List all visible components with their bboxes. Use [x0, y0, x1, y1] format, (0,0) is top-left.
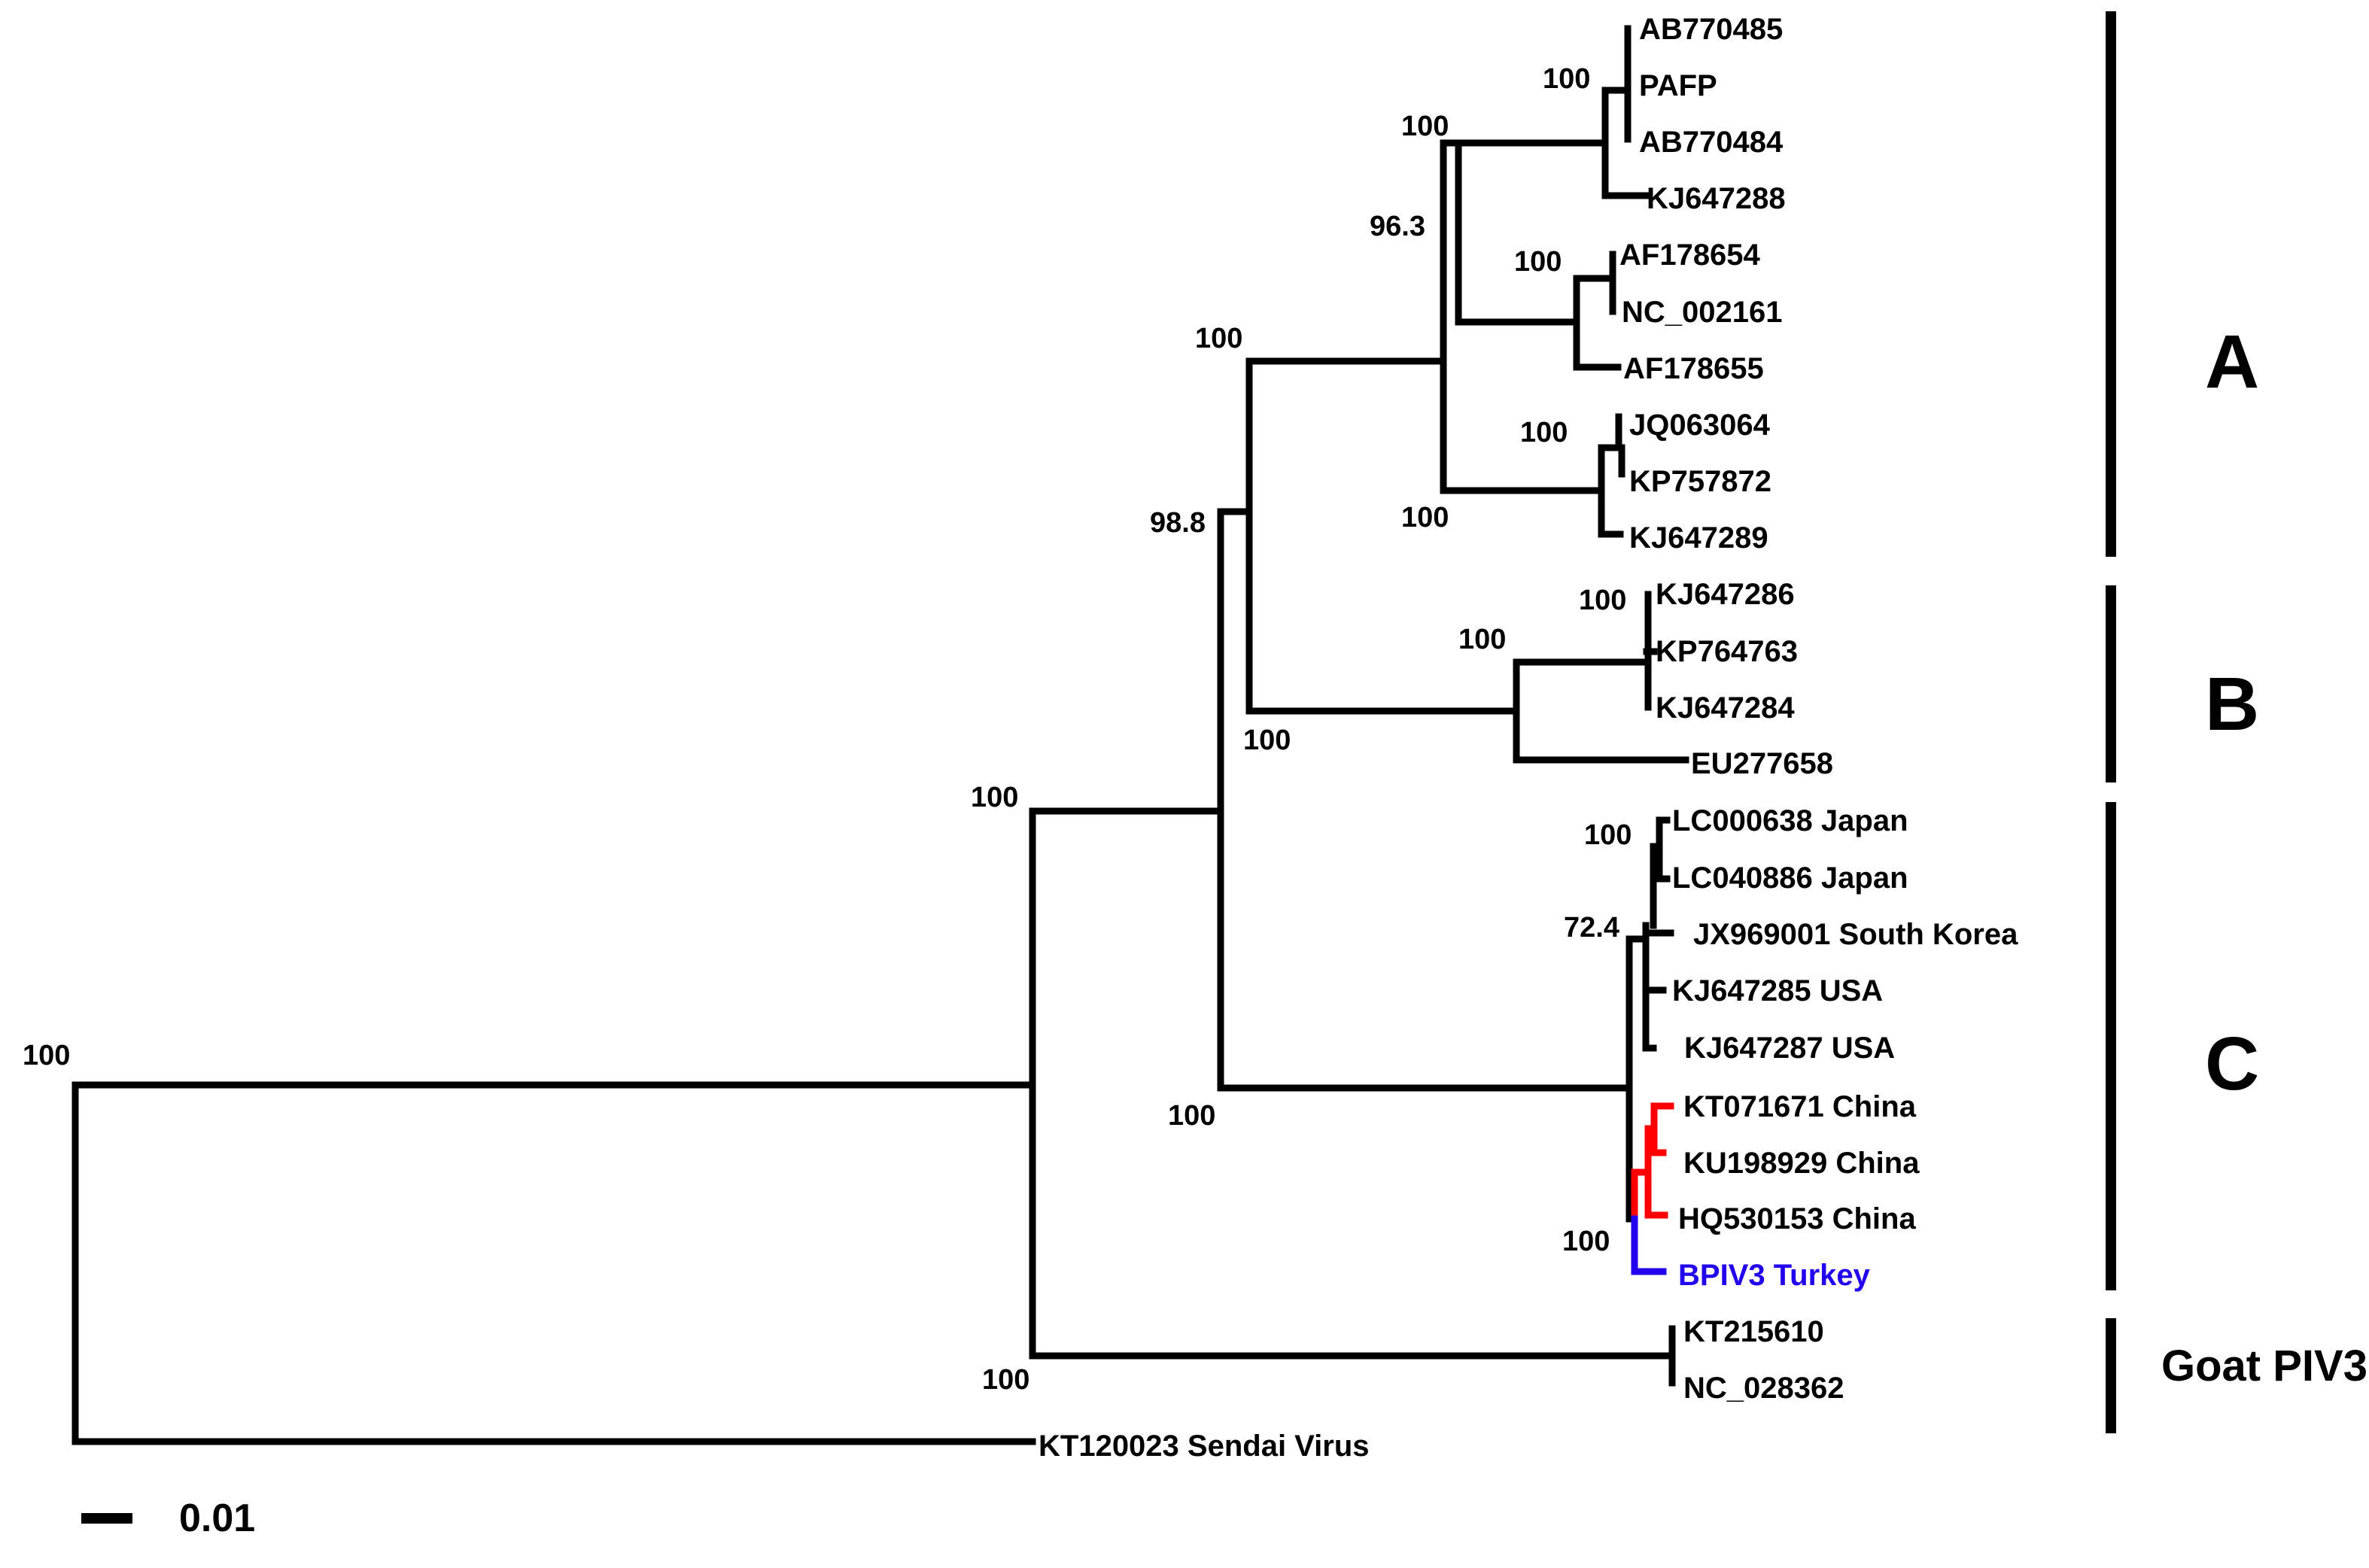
bootstrap-value: 100 — [1243, 725, 1291, 756]
taxon-label: LC000638 Japan — [1672, 804, 1908, 837]
tree-branches — [71, 25, 1689, 1445]
bootstrap-value: 100 — [1168, 1100, 1215, 1132]
branch-c-polytomy — [1642, 922, 1657, 1052]
branch-a-pafp — [1601, 87, 1652, 199]
taxon-label: KP764763 — [1656, 635, 1798, 668]
bootstrap-value: 98.8 — [1150, 507, 1206, 539]
taxon-label: NC_028362 — [1683, 1372, 1844, 1405]
branch-china-inner — [1644, 1125, 1668, 1219]
bootstrap-values: 100 100 96.3 100 100 100 100 98.8 100 10… — [23, 63, 1632, 1257]
taxon-label: KT215610 — [1683, 1315, 1824, 1348]
taxon-label: AF178655 — [1623, 352, 1764, 385]
taxon-label: LC040886 Japan — [1672, 861, 1908, 895]
taxon-label: KJ647287 USA — [1684, 1032, 1895, 1065]
bootstrap-value: 100 — [1562, 1226, 1610, 1257]
taxon-label: AB770485 — [1639, 13, 1783, 46]
taxon-label: PAFP — [1639, 69, 1717, 102]
branch-root — [71, 1081, 1036, 1445]
taxon-label: KP757872 — [1629, 465, 1771, 498]
taxon-label: EU277658 — [1691, 747, 1833, 780]
bootstrap-value: 100 — [1520, 417, 1568, 448]
taxon-label: KJ647284 — [1656, 691, 1795, 725]
taxon-label: AB770484 — [1639, 126, 1784, 159]
taxon-label: JX969001 South Korea — [1693, 918, 2018, 951]
bootstrap-value: 100 — [1401, 111, 1449, 142]
branch-turkey — [1631, 1215, 1667, 1275]
taxon-labels: AB770485 PAFP AB770484 KJ647288 AF178654… — [1039, 13, 2018, 1463]
bootstrap-value: 100 — [23, 1040, 70, 1071]
clade-label-b: B — [2205, 662, 2259, 746]
bootstrap-value-plain: 72.4 — [1564, 912, 1619, 944]
bootstrap-value: 100 — [1458, 624, 1506, 655]
taxon-label: JQ063064 — [1629, 409, 1771, 442]
taxon-label: AF178654 — [1619, 239, 1761, 272]
bootstrap-value: 100 — [1579, 585, 1626, 616]
taxon-label: KJ647286 — [1656, 578, 1795, 611]
taxon-label: KT120023 Sendai Virus — [1039, 1430, 1370, 1463]
clade-labels: A B C Goat PIV3 — [2161, 320, 2367, 1390]
turkey-branch — [1631, 1215, 1667, 1275]
bootstrap-value: 96.3 — [1370, 211, 1425, 242]
taxon-label: NC_002161 — [1622, 296, 1783, 329]
china-branches — [1631, 1102, 1674, 1223]
taxon-label: KU198929 China — [1683, 1147, 1920, 1180]
branch-clade-c — [1625, 935, 1650, 1223]
branch-a-af — [1573, 275, 1622, 371]
branch-china — [1631, 1168, 1652, 1223]
taxon-label: KT071671 China — [1683, 1090, 1917, 1123]
bootstrap-value: 100 — [1543, 63, 1590, 95]
bootstrap-value: 100 — [1584, 819, 1632, 851]
taxon-label: KJ647289 — [1629, 521, 1768, 555]
branch-a-sub1 — [1455, 139, 1609, 326]
clade-label-c: C — [2205, 1022, 2259, 1106]
taxon-label-turkey: BPIV3 Turkey — [1678, 1259, 1871, 1292]
bootstrap-value: 100 — [982, 1364, 1029, 1396]
branch-a-jq-tips — [1615, 413, 1625, 478]
bootstrap-value: 100 — [1514, 246, 1562, 278]
clade-label-a: A — [2205, 320, 2259, 404]
branch-ingroup — [1029, 807, 1676, 1360]
branch-ab — [1245, 357, 1520, 715]
clade-label-goat: Goat PIV3 — [2161, 1342, 2367, 1390]
bootstrap-value: 100 — [971, 782, 1018, 813]
branch-bpiv3 — [1217, 508, 1633, 1092]
taxon-label: HQ530153 China — [1678, 1202, 1916, 1235]
bootstrap-value: 100 — [1195, 323, 1242, 354]
taxon-label: KJ647285 USA — [1672, 974, 1883, 1007]
bootstrap-value: 100 — [1401, 502, 1449, 533]
branch-clade-a — [1440, 139, 1605, 494]
branch-c-japan-top — [1656, 816, 1671, 850]
scale-label: 0.01 — [179, 1497, 255, 1540]
taxon-label: KJ647288 — [1647, 182, 1786, 215]
branch-a-jq — [1598, 444, 1624, 538]
branch-clade-b — [1513, 658, 1689, 764]
